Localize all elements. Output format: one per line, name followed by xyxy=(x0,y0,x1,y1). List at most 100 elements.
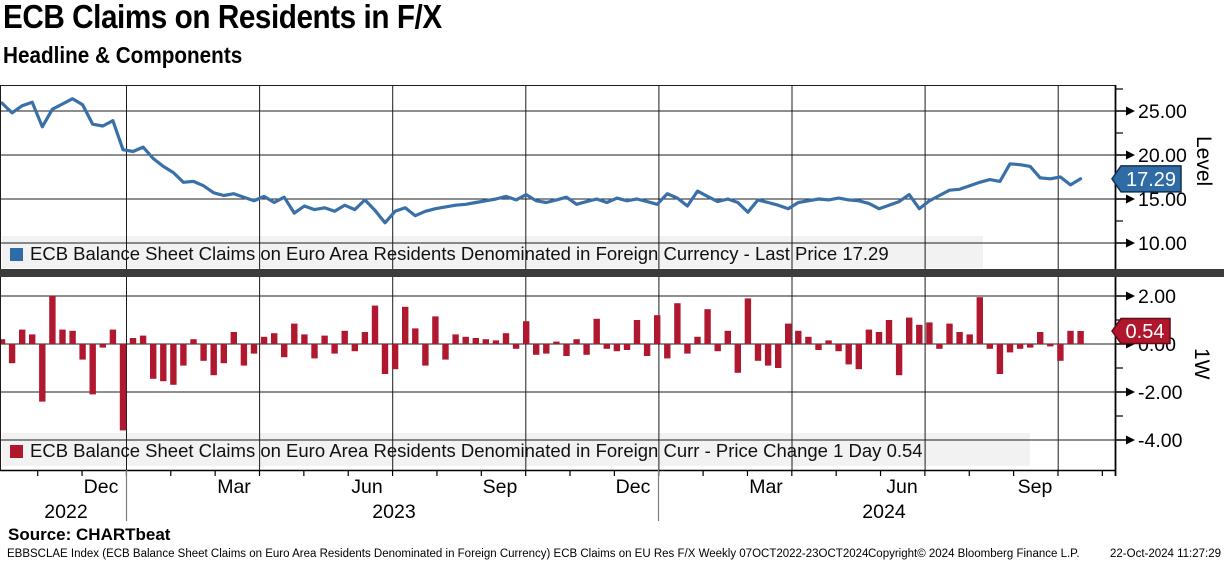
price-change-bar xyxy=(563,344,570,356)
y-tick-label: -4.00 xyxy=(1138,430,1183,452)
price-change-bar xyxy=(724,330,731,344)
x-year-label: 2022 xyxy=(44,501,87,523)
price-change-bar xyxy=(744,298,752,344)
y-tick-label: -2.00 xyxy=(1138,382,1183,404)
price-change-bar xyxy=(402,306,409,344)
x-month-label: Jun xyxy=(886,476,917,498)
y-tick-label: 20.00 xyxy=(1138,145,1187,167)
x-month-label: Sep xyxy=(1018,476,1053,498)
price-change-bar xyxy=(734,344,741,373)
price-change-bar xyxy=(785,323,792,344)
price-change-bar xyxy=(180,344,187,366)
price-change-bar xyxy=(371,305,379,344)
price-change-bar xyxy=(623,344,631,350)
price-change-bar xyxy=(250,344,258,354)
last-price-tag-text: 17.29 xyxy=(1126,169,1176,191)
price-change-bar xyxy=(674,303,681,344)
price-change-bar xyxy=(764,344,772,366)
price-change-bar xyxy=(240,344,248,366)
y-axis-title-level: Level xyxy=(1192,136,1215,187)
last-change-tag-text: 0.54 xyxy=(1126,321,1165,343)
y-tick-arrow-icon xyxy=(1126,291,1135,301)
price-change-bar xyxy=(906,317,913,344)
price-change-bar xyxy=(432,316,439,344)
y-tick-arrow-icon xyxy=(1126,387,1135,397)
price-change-bar xyxy=(502,333,510,344)
price-change-bar xyxy=(583,344,590,355)
x-year-label: 2023 xyxy=(372,501,415,523)
price-change-bar xyxy=(69,330,76,344)
price-change-bar xyxy=(593,318,600,344)
x-year-label: 2024 xyxy=(862,501,906,523)
price-change-bar xyxy=(1077,331,1084,344)
price-change-bar xyxy=(59,329,66,344)
price-change-bar xyxy=(1016,344,1024,349)
level-line xyxy=(0,97,1083,225)
price-change-bar xyxy=(301,334,308,344)
price-change-bar xyxy=(1067,330,1074,344)
price-change-bar xyxy=(321,335,328,344)
legend-swatch-red-icon xyxy=(10,444,23,458)
footer-timestamp: 22-Oct-2024 11:27:29 xyxy=(1110,548,1222,560)
price-change-bar xyxy=(815,344,822,350)
price-change-bar xyxy=(573,339,580,344)
price-change-bar xyxy=(704,309,711,344)
price-change-bar xyxy=(492,340,500,344)
price-change-bar xyxy=(795,330,802,344)
price-change-bar xyxy=(412,328,419,344)
legend-bar-label: ECB Balance Sheet Claims on Euro Area Re… xyxy=(30,440,923,461)
y-tick-label: 15.00 xyxy=(1138,189,1187,211)
price-change-bar xyxy=(341,330,348,344)
y-tick-arrow-icon xyxy=(1126,150,1135,160)
y-axis-title-1w: 1W xyxy=(1190,348,1213,380)
price-change-bar xyxy=(1047,344,1054,347)
y-tick-label: 2.00 xyxy=(1138,286,1176,308)
y-tick-label: 25.00 xyxy=(1138,101,1187,123)
price-change-bar xyxy=(654,315,661,344)
price-change-bar xyxy=(946,323,953,344)
price-change-bar xyxy=(462,336,469,344)
price-change-bar xyxy=(805,336,812,344)
price-change-bar xyxy=(29,334,36,344)
price-change-bar xyxy=(150,344,157,379)
price-change-bar xyxy=(331,344,338,354)
price-change-bar xyxy=(109,329,117,344)
legend-swatch-blue-icon xyxy=(10,247,23,261)
x-month-label: Dec xyxy=(84,476,119,498)
price-change-bar xyxy=(936,344,943,349)
legend-line-bg xyxy=(2,236,983,268)
price-change-bar xyxy=(643,344,651,356)
x-month-label: Mar xyxy=(749,476,783,498)
price-change-bar xyxy=(633,320,641,344)
price-change-bar xyxy=(966,334,973,344)
price-change-bar xyxy=(835,344,842,352)
footer-copyright: Copyright© 2024 Bloomberg Finance L.P. xyxy=(868,548,1080,560)
price-change-bar xyxy=(684,344,691,354)
x-month-label: Jun xyxy=(351,476,382,498)
price-change-bar xyxy=(714,344,721,352)
price-change-bar xyxy=(976,297,983,344)
price-change-bar xyxy=(19,329,26,344)
price-change-bar xyxy=(139,335,147,344)
price-change-bar xyxy=(825,340,832,344)
legend-bar-bg xyxy=(2,433,1030,466)
price-change-bar xyxy=(170,344,177,385)
price-change-bar xyxy=(8,344,16,364)
price-change-bar xyxy=(996,344,1004,374)
footer-description: EBBSCLAE Index (ECB Balance Sheet Claims… xyxy=(7,548,869,560)
price-change-bar xyxy=(482,339,489,344)
y-tick-label: 10.00 xyxy=(1138,233,1187,255)
price-change-bar xyxy=(775,344,782,368)
price-change-bar xyxy=(664,344,671,359)
last-change-tag xyxy=(1111,317,1171,345)
page-subtitle: Headline & Components xyxy=(3,42,243,68)
price-change-bar xyxy=(512,344,520,349)
price-change-bar xyxy=(956,332,963,344)
price-change-bar xyxy=(885,320,893,344)
price-change-bar xyxy=(523,321,530,344)
last-price-tag xyxy=(1111,165,1182,193)
price-change-bar xyxy=(119,344,127,431)
price-change-bar xyxy=(190,339,197,344)
